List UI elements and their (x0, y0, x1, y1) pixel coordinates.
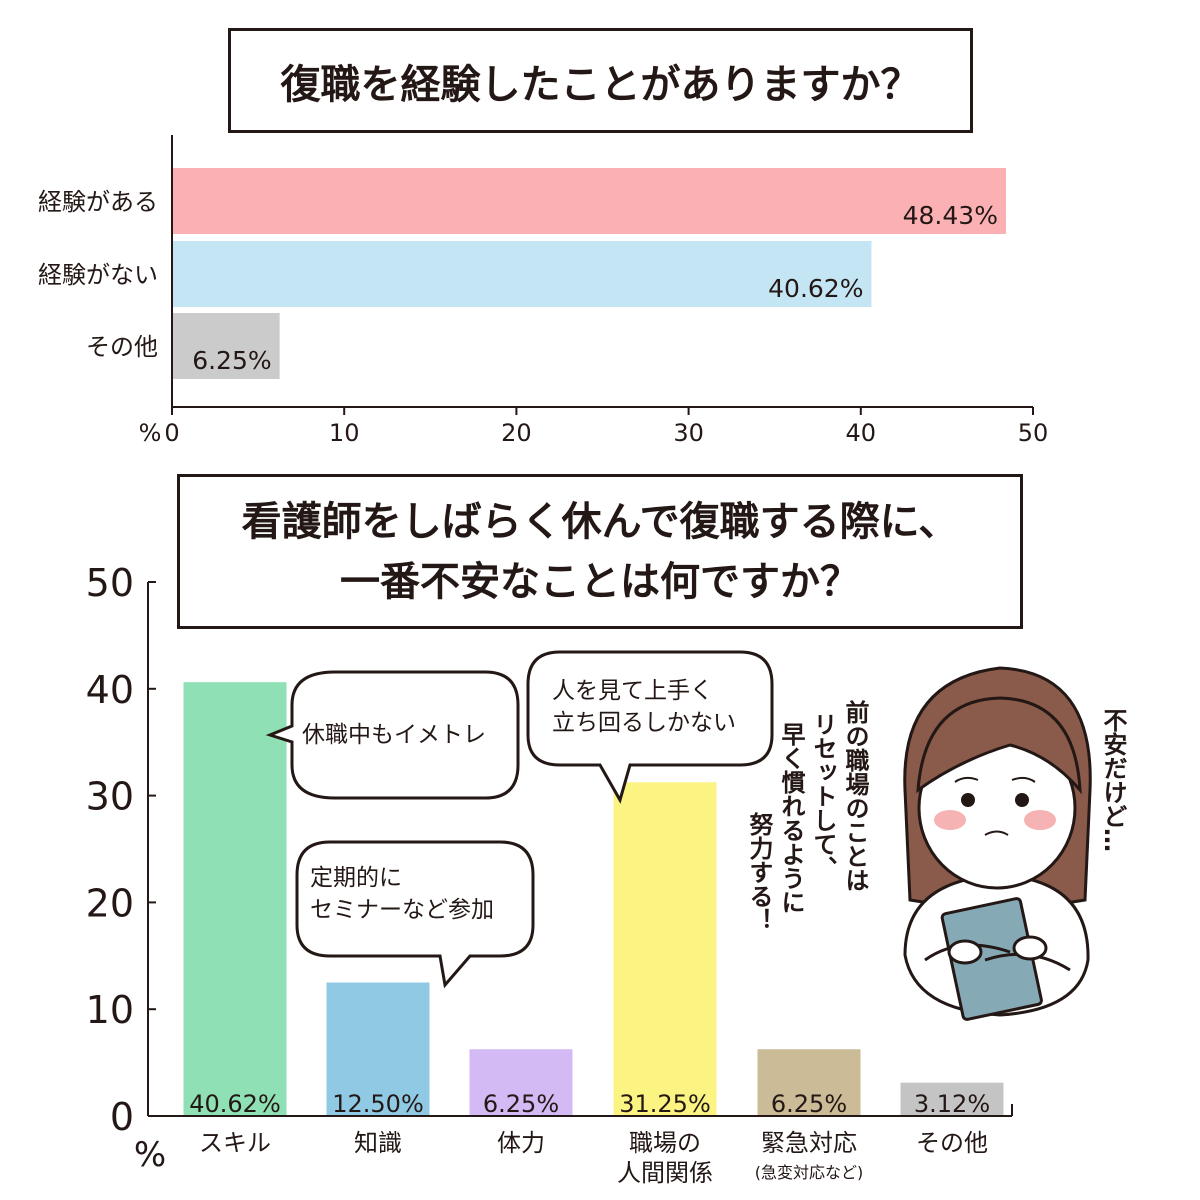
chart2-category-sublabel: (急変対応など) (755, 1163, 864, 1182)
chart2-bar-value-label: 40.62% (189, 1090, 281, 1118)
chart1-title: 復職を経験したことがありますか？ (228, 28, 973, 133)
character-speech-col-1: 前の職場のことは (841, 700, 869, 892)
chart1-x-tick-label: 50 (1018, 419, 1049, 445)
chart1-x-tick-label: 20 (501, 419, 532, 445)
chart2-category-label: その他 (916, 1129, 988, 1157)
chart2-bar-value-label: 6.25% (483, 1090, 559, 1118)
chart2-category-label: 体力 (497, 1129, 545, 1157)
chart2-y-tick-label: 10 (86, 988, 134, 1032)
chart1-bar-value-label: 48.43% (903, 201, 998, 230)
chart1-bar (173, 313, 280, 379)
chart2-y-tick-label: 40 (86, 668, 134, 712)
chart2-bar (900, 1082, 1004, 1116)
chart2-bar-value-label: 31.25% (619, 1090, 711, 1118)
chart2-title-line-1: 看護師をしばらく休んで復職する際に、 (241, 498, 959, 545)
bubble-2-line-1: 定期的に (310, 865, 402, 891)
chart2-y-unit-label: % (134, 1135, 166, 1175)
chart1-title-text: 復職を経験したことがありますか？ (280, 61, 921, 108)
chart2-bar-value-label: 3.12% (914, 1090, 990, 1118)
chart2-category-label: 緊急対応 (761, 1129, 857, 1157)
chart1-horizontal-bar: 48.43% 経験がある 40.62% 経験がない 6.25% その他 0 10 20 30 40… (38, 135, 1049, 445)
chart2-title-line-2: 一番不安なことは何ですか？ (340, 558, 860, 605)
character-speech-col-3: 早く慣れるように (777, 722, 805, 914)
chart2-bar (469, 1049, 573, 1116)
chart1-x-tick-label: 0 (164, 419, 179, 445)
bubble-2-line-2: セミナーなど参加 (310, 897, 494, 923)
character-speech-col-2: リセットして、 (809, 712, 837, 880)
bubble-1-text: 休職中もイメトレ (302, 719, 486, 751)
chart2-bar (613, 782, 717, 1116)
bubble-3-shape (526, 650, 774, 804)
bubble-3-line-2: 立ち回るしかない (552, 710, 736, 736)
chart1-bar-value-label: 6.25% (192, 346, 271, 375)
bubble-2-text: 定期的に セミナーなど参加 (310, 862, 494, 926)
chart1-category-label: 経験がない (38, 261, 158, 289)
chart2-bar-value-label: 6.25% (771, 1090, 847, 1118)
chart2-bar (183, 682, 287, 1116)
chart2-y-tick-label: 50 (86, 561, 134, 605)
chart2-category-label: スキル (199, 1129, 271, 1157)
chart1-x-tick-label: 40 (846, 419, 877, 445)
chart1-x-tick-label: 10 (329, 419, 360, 445)
bubble-2-shape (295, 840, 535, 989)
bubble-1-shape (265, 670, 520, 800)
chart1-x-unit-label: % (139, 419, 162, 445)
chart1-x-tick-label: 30 (673, 419, 704, 445)
chart2-y-tick-label: 20 (86, 881, 134, 925)
chart2-bar (757, 1049, 861, 1116)
chart2-category-label: 職場の (629, 1129, 701, 1157)
chart2-bar-value-label: 12.50% (332, 1090, 424, 1118)
character-speech-col-4: 努力する！ (745, 812, 773, 932)
chart1-category-label: その他 (86, 333, 158, 361)
chart2-y-tick-label: 30 (86, 775, 134, 819)
chart1-bar (173, 241, 872, 307)
bubble-3-line-1: 人を見て上手く (552, 678, 713, 704)
chart2-bar (326, 982, 430, 1116)
chart2-category-label: 人間関係 (617, 1159, 713, 1187)
bubble-3-text: 人を見て上手く 立ち回るしかない (552, 675, 736, 739)
chart1-bar-value-label: 40.62% (768, 274, 863, 303)
chart2-category-label: 知識 (354, 1129, 402, 1157)
chart1-bar (173, 168, 1006, 234)
chart2-y-tick-label: 0 (110, 1095, 134, 1139)
chart2-title: 看護師をしばらく休んで復職する際に、 一番不安なことは何ですか？ (177, 474, 1023, 629)
chart1-category-label: 経験がある (38, 188, 158, 216)
character-thought: 不安だけど… (1099, 708, 1127, 852)
bubble-1-line-1: 休職中もイメトレ (302, 722, 486, 748)
